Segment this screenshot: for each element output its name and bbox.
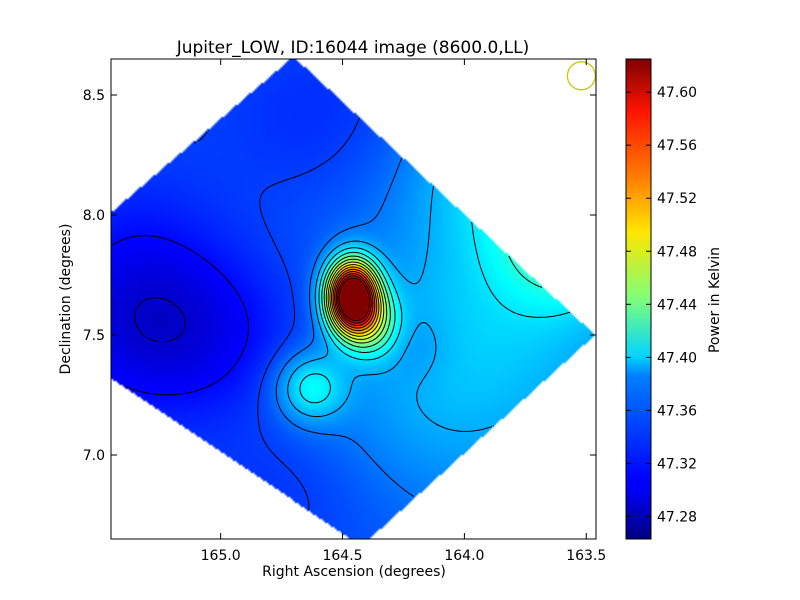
- contour-line: [337, 275, 372, 324]
- colorbar: 47.28 47.32 47.36 47.40 47.44 47.48 47.52 47.56…: [625, 58, 723, 540]
- colorbar-ticks: 47.28 47.32 47.36 47.40 47.44 47.48 47.52 47.56…: [626, 85, 697, 525]
- x-tick-label: 165.0: [201, 548, 241, 564]
- x-tick-label: 164.0: [444, 548, 484, 564]
- colorbar-tick-label: 47.44: [657, 297, 697, 313]
- colorbar-tick-label: 47.60: [657, 85, 697, 101]
- contour-line: [111, 235, 249, 396]
- contour-line: [325, 258, 388, 344]
- colorbar-label: Power in Kelvin: [707, 247, 723, 353]
- contour-line: [331, 266, 380, 334]
- contour-line: [193, 117, 360, 511]
- chart-title: Jupiter_LOW, ID:16044 image (8600.0,LL): [176, 38, 530, 58]
- colorbar-tick-label: 47.56: [657, 138, 697, 154]
- heatmap-image: [111, 59, 596, 539]
- contour-line: [334, 271, 376, 329]
- colorbar-tick-label: 47.48: [657, 244, 697, 260]
- colorbar-tick-label: 47.32: [657, 456, 697, 472]
- contour-lines: [111, 117, 571, 511]
- y-tick-label: 7.0: [83, 448, 105, 464]
- plot-frame: [110, 58, 597, 540]
- contour-line: [335, 273, 374, 326]
- x-tick-label: 164.5: [322, 548, 362, 564]
- colorbar-tick-label: 47.52: [657, 191, 697, 207]
- y-axis-label: Declination (degrees): [58, 224, 74, 375]
- x-axis-label: Right Ascension (degrees): [262, 564, 446, 580]
- y-axis-ticks: 7.0 7.5 8.0 8.5: [83, 88, 596, 464]
- y-tick-label: 8.0: [83, 208, 105, 224]
- contour-line: [329, 264, 382, 337]
- colorbar-tick-label: 47.36: [657, 403, 697, 419]
- colorbar-tick-label: 47.28: [657, 509, 697, 525]
- plot-area: [111, 59, 596, 539]
- contour-line: [134, 297, 186, 343]
- contour-line: [287, 185, 495, 432]
- x-tick-label: 163.5: [566, 548, 606, 564]
- x-axis-ticks: 165.0 164.5 164.0 163.5: [201, 59, 606, 564]
- y-tick-label: 7.5: [83, 328, 105, 344]
- colorbar-gradient: [625, 58, 652, 540]
- contour-line: [299, 221, 571, 404]
- contour-line: [327, 261, 385, 340]
- y-tick-label: 8.5: [83, 88, 105, 104]
- contour-line: [323, 255, 391, 348]
- colorbar-tick-label: 47.40: [657, 350, 697, 366]
- contour-line: [338, 277, 370, 322]
- contour-line: [275, 157, 415, 498]
- beam-marker: [566, 61, 596, 91]
- contour-line: [332, 268, 378, 332]
- contour-line: [321, 251, 543, 353]
